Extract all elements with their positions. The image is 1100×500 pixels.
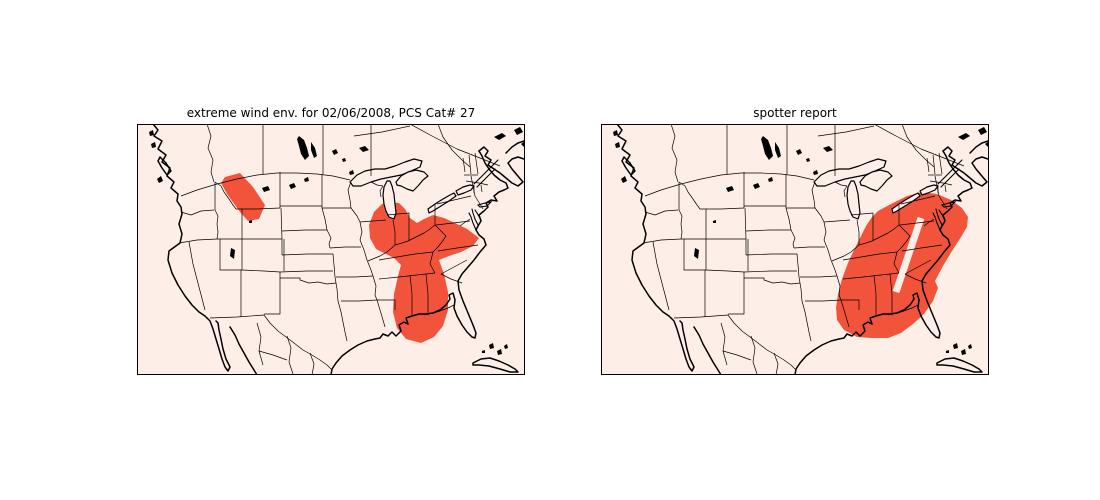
right-map-panel xyxy=(601,124,989,375)
right-map xyxy=(601,124,989,375)
right-map-frame xyxy=(601,124,989,375)
left-panel-title: extreme wind env. for 02/06/2008, PCS Ca… xyxy=(186,106,476,120)
left-map-panel xyxy=(137,124,525,375)
left-map-background xyxy=(137,124,525,375)
right-panel-title: spotter report xyxy=(753,106,837,120)
left-map xyxy=(137,124,525,375)
highlight-gap-strip xyxy=(892,216,925,294)
left-map-frame xyxy=(137,124,525,375)
highlight-region-midwest-southeast xyxy=(369,202,479,343)
